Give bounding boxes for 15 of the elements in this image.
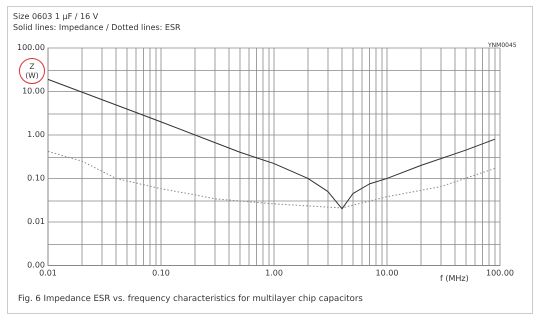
x-tick-label: 100.00 — [486, 268, 514, 278]
y-tick-label: 1.00 — [27, 130, 45, 140]
y-tick-label: 100.00 — [16, 43, 45, 52]
y-tick-label: 10.00 — [22, 86, 45, 96]
x-tick-label: 1.00 — [265, 268, 283, 278]
caption: Fig. 6 Impedance ESR vs. frequency characteristics for multilayer chip capacitors — [18, 294, 363, 304]
x-axis-title: f (MHz) — [440, 274, 469, 283]
y-tick-label: 0.01 — [27, 217, 45, 226]
x-tick-label: 10.00 — [376, 268, 398, 278]
x-tick-label: 0.10 — [152, 268, 170, 278]
chart-title: Size 0603 1 µF / 16 V — [13, 12, 98, 21]
y-tick-label: 0.00 — [27, 260, 45, 270]
y-tick-label: 0.10 — [27, 174, 45, 183]
x-tick-label: 0.01 — [39, 268, 57, 278]
chart-subtitle: Solid lines: Impedance / Dotted lines: ESR — [13, 23, 181, 32]
